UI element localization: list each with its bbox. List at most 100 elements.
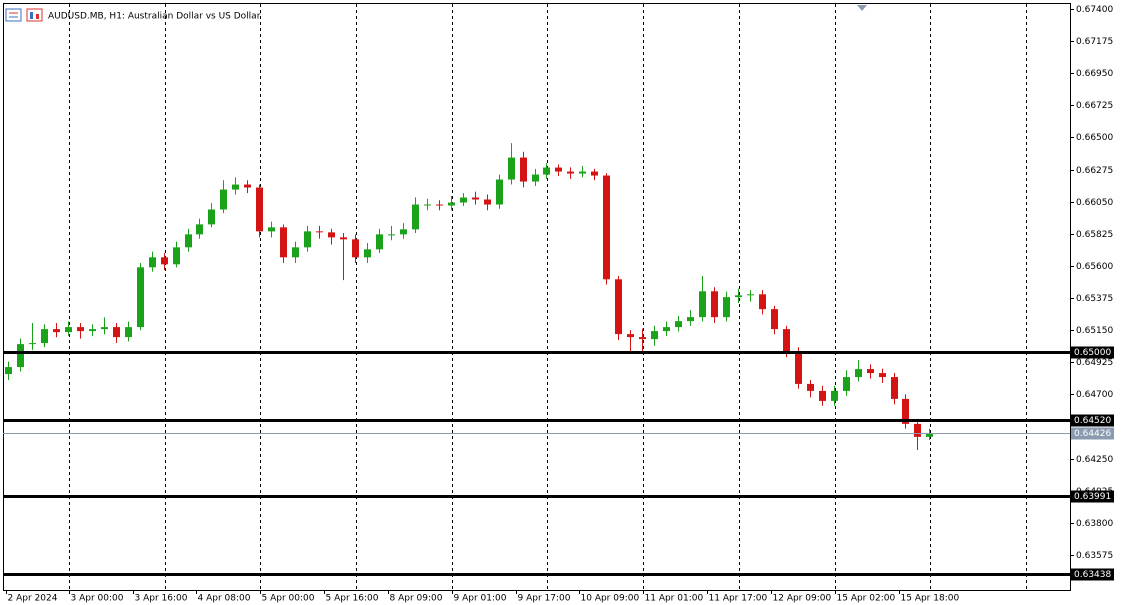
level-label: 0.64520 [1074, 416, 1111, 426]
candle-body [675, 321, 682, 328]
y-tick-label: 0.64925 [1076, 358, 1113, 368]
price-label-box [1071, 427, 1114, 440]
candle-body [496, 179, 503, 205]
x-tick-label: 3 Apr 00:00 [71, 594, 124, 604]
candle-body [735, 295, 742, 298]
candle-body [292, 247, 299, 258]
candle-body [113, 327, 120, 338]
candle-body [663, 327, 670, 332]
y-tick-label: 0.65150 [1076, 326, 1113, 336]
candle-body [926, 433, 933, 437]
y-tick-label: 0.65825 [1076, 230, 1113, 240]
header-icons [5, 8, 43, 22]
candle-body [101, 327, 108, 330]
candle-body [125, 327, 132, 338]
y-tick-label: 0.64250 [1076, 455, 1113, 465]
candle-body [699, 291, 706, 318]
candle-body [579, 171, 586, 174]
level-label: 0.63991 [1074, 492, 1111, 502]
candle-body [902, 398, 909, 424]
candle-body [855, 369, 862, 378]
candle-body [232, 184, 239, 190]
y-tick-label: 0.66500 [1076, 133, 1113, 143]
x-tick-label: 11 Apr 01:00 [645, 594, 704, 604]
x-tick-label: 11 Apr 17:00 [709, 594, 768, 604]
x-tick-label: 2 Apr 2024 [8, 594, 58, 604]
candle-body [687, 317, 694, 322]
candle-body [567, 171, 574, 174]
candle-body [376, 234, 383, 250]
y-tick-label: 0.66050 [1076, 198, 1113, 208]
y-tick-label: 0.64700 [1076, 390, 1113, 400]
candle-body [520, 157, 527, 182]
icon-bar [30, 12, 33, 19]
candle-body [651, 331, 658, 340]
candle-body [867, 369, 874, 374]
candle-body [280, 227, 287, 258]
candle-body [304, 231, 311, 248]
candle-body [723, 297, 730, 318]
candle-body [388, 234, 395, 236]
x-tick-label: 10 Apr 09:00 [581, 594, 640, 604]
chart-title: AUDUSD.MB, H1: Australian Dollar vs US D… [48, 12, 261, 22]
x-tick-label: 3 Apr 16:00 [135, 594, 188, 604]
y-tick-label: 0.65375 [1076, 294, 1113, 304]
icon-bar [36, 14, 39, 19]
candle-body [41, 329, 48, 344]
candle-body [244, 184, 251, 188]
candle-body [532, 174, 539, 182]
candle-body [220, 189, 227, 210]
candle-body [615, 279, 622, 335]
candle-body [448, 202, 455, 206]
icon-bars [26, 8, 43, 22]
x-tick-label: 9 Apr 17:00 [518, 594, 571, 604]
candle-body [5, 367, 12, 375]
candle-body [831, 390, 838, 401]
level-label: 0.63438 [1074, 570, 1111, 580]
plot-frame [3, 3, 1071, 591]
candle-body [268, 227, 275, 232]
candle-body [149, 257, 156, 268]
candle-body [89, 329, 96, 332]
current-price-label: 0.64426 [1074, 429, 1111, 439]
y-tick-label: 0.63575 [1076, 551, 1113, 561]
y-tick-label: 0.66950 [1076, 69, 1113, 79]
candle-body [185, 234, 192, 248]
candle-body [603, 175, 610, 280]
x-tick-label: 15 Apr 18:00 [901, 594, 960, 604]
candle-body [208, 209, 215, 225]
x-tick-label: 5 Apr 16:00 [326, 594, 379, 604]
candle-body [77, 327, 84, 332]
y-tick-label: 0.67175 [1076, 37, 1113, 47]
candle-body [747, 294, 754, 296]
candle-body [819, 390, 826, 401]
candle-body [352, 239, 359, 258]
y-tick-label: 0.65600 [1076, 262, 1113, 272]
candle-body [340, 237, 347, 240]
candle-body [65, 327, 72, 333]
candle-body [759, 294, 766, 310]
x-tick-label: 9 Apr 01:00 [454, 594, 507, 604]
candle-body [591, 171, 598, 176]
x-tick-label: 12 Apr 09:00 [773, 594, 832, 604]
candle-body [639, 337, 646, 340]
candle-body [914, 423, 921, 437]
level-label-box [1071, 568, 1114, 581]
candle-body [424, 204, 431, 206]
candle-body [256, 187, 263, 232]
candle-body [891, 377, 898, 399]
candle-body [508, 157, 515, 180]
candle-body [484, 199, 491, 205]
candle-body [472, 197, 479, 200]
y-tick-label: 0.66275 [1076, 166, 1113, 176]
candle-body [879, 373, 886, 378]
candle-body [328, 232, 335, 238]
x-tick-label: 8 Apr 09:00 [390, 594, 443, 604]
x-tick-label: 15 Apr 02:00 [837, 594, 896, 604]
candle-body [627, 334, 634, 338]
candle-body [400, 229, 407, 235]
y-tick-label: 0.67400 [1076, 5, 1113, 15]
candle-body [783, 329, 790, 352]
